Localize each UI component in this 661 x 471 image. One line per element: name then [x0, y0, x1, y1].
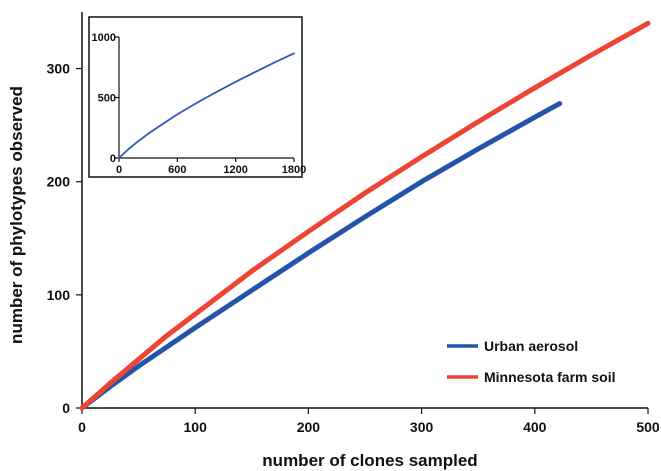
y-tick-label: 0	[62, 400, 70, 416]
x-tick-label: 100	[184, 419, 208, 435]
inset-x-tick-label: 1800	[282, 164, 306, 176]
x-tick-label: 500	[636, 419, 660, 435]
x-axis-title: number of clones sampled	[262, 451, 477, 470]
series-line-minnesota-farm-soil	[79, 20, 651, 411]
inset-series-line-0	[118, 52, 295, 159]
x-tick-label: 300	[410, 419, 434, 435]
y-tick-label: 100	[47, 287, 71, 303]
inset-y-tick-label: 500	[98, 93, 116, 105]
y-tick-label: 300	[47, 61, 71, 77]
inset-chart: 0 600 1200 1800 0 500 1000	[88, 16, 306, 178]
inset-y-tick-label: 0	[110, 153, 116, 165]
y-tick-label: 200	[47, 174, 71, 190]
legend: Urban aerosol Minnesota farm soil	[447, 338, 615, 385]
inset-y-tick-label: 1000	[92, 32, 116, 44]
x-tick-label: 0	[78, 419, 86, 435]
legend-label-minnesota-farm-soil: Minnesota farm soil	[484, 369, 615, 385]
inset-x-tick-label: 1200	[223, 164, 247, 176]
x-tick-label: 400	[523, 419, 547, 435]
legend-label-urban-aerosol: Urban aerosol	[484, 338, 578, 354]
inset-x-tick-label: 0	[116, 164, 122, 176]
inset-frame	[88, 16, 303, 178]
series-line-urban-aerosol	[79, 101, 563, 411]
inset-x-tick-label: 600	[168, 164, 186, 176]
y-axis-title: number of phylotypes observed	[7, 86, 26, 344]
x-tick-label: 200	[297, 419, 321, 435]
